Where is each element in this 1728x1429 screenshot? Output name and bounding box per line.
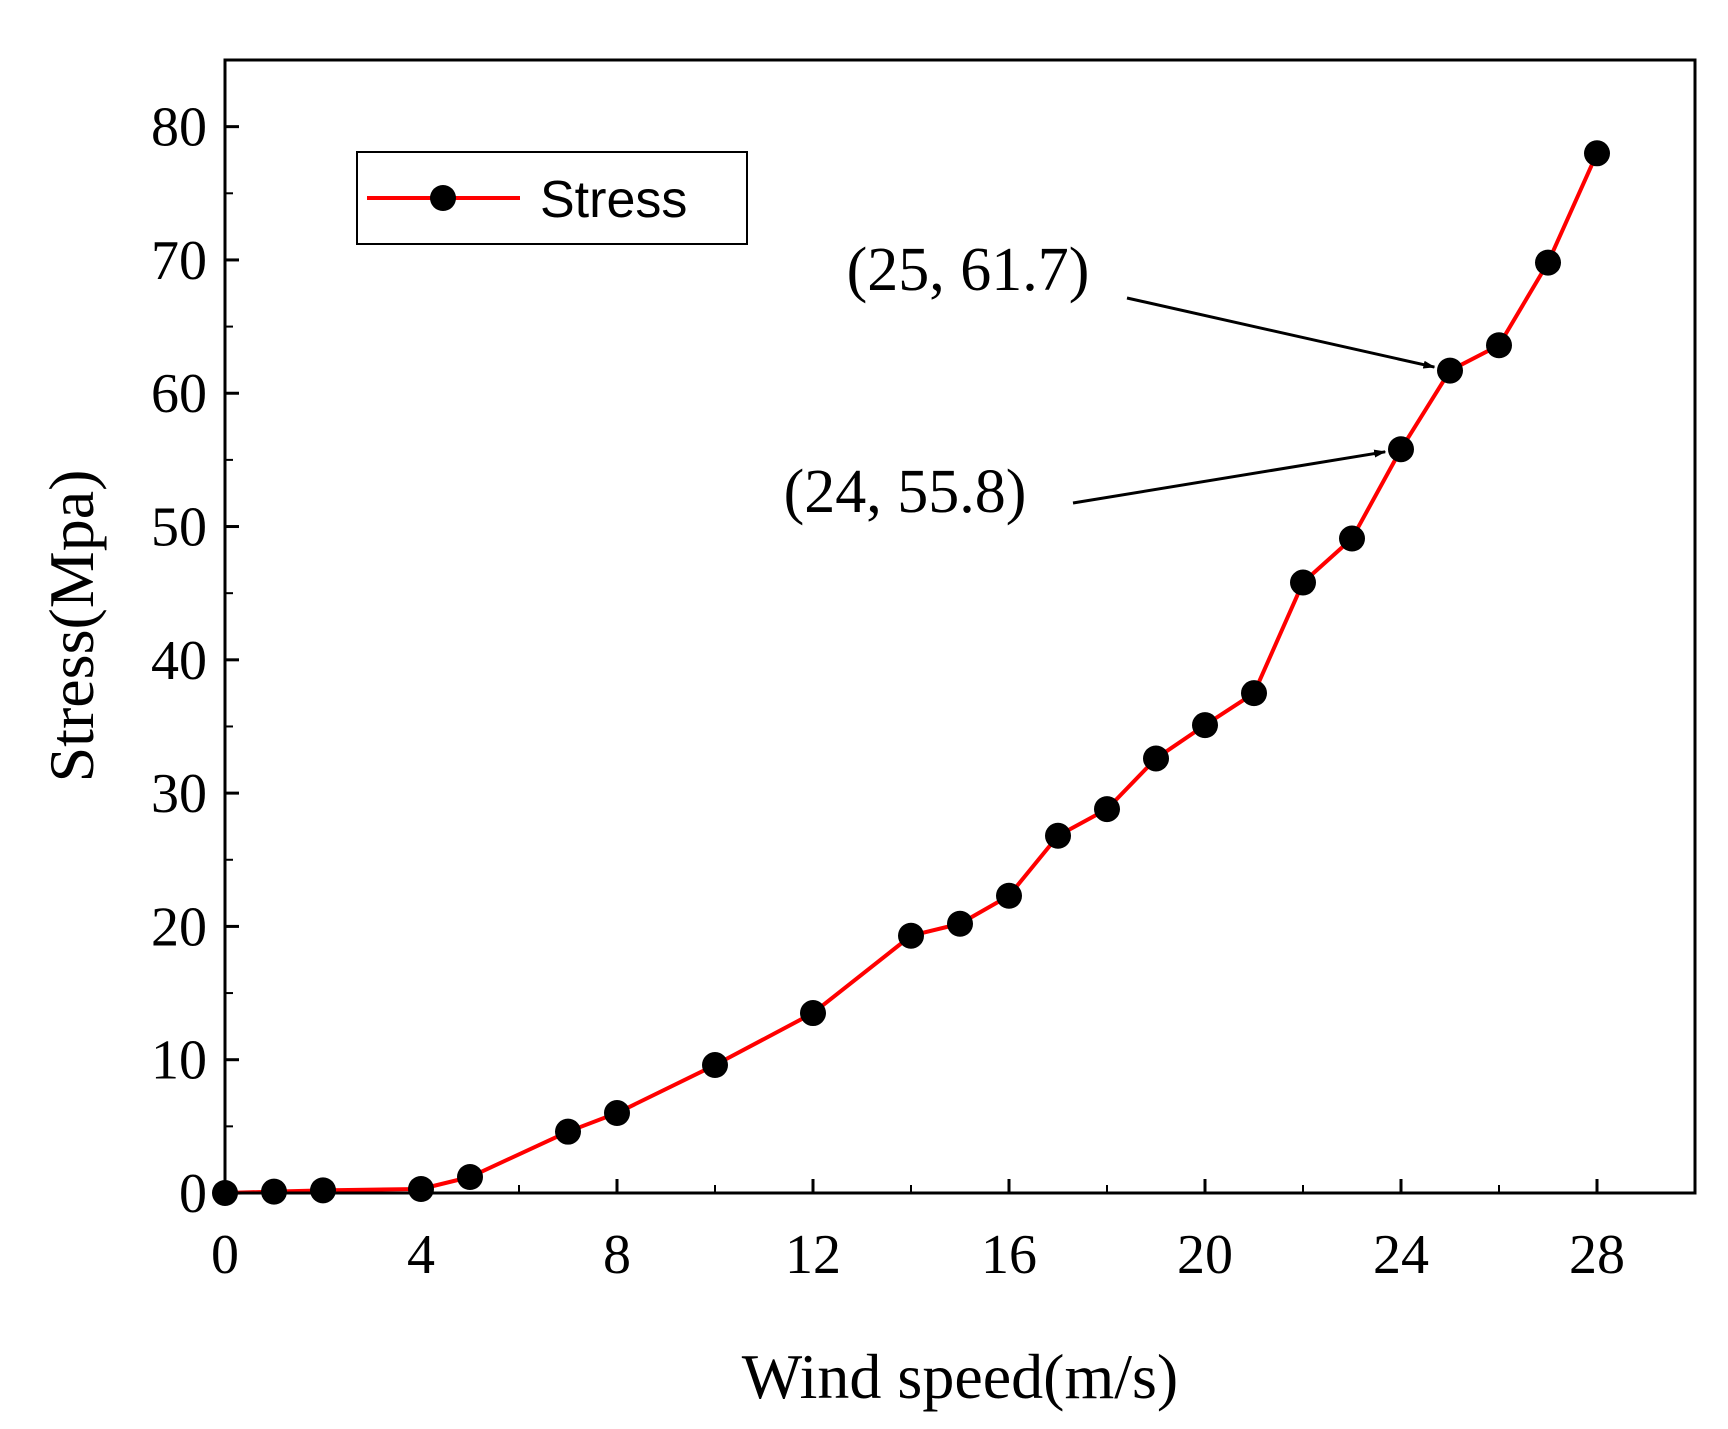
annotation-label-1: (24, 55.8) (784, 458, 1027, 526)
x-tick-label-24: 24 (1373, 1224, 1429, 1286)
series-line-stress (224, 152, 1599, 1195)
annotation-arrow-1 (1072, 449, 1387, 505)
data-point-25 (1437, 357, 1463, 384)
plot-frame (223, 58, 1697, 1195)
y-tick-label-80: 80 (151, 97, 207, 159)
data-point-18 (1094, 796, 1120, 823)
x-tick-label-0: 0 (211, 1224, 239, 1286)
x-axis-title: Wind speed(m/s) (742, 1341, 1178, 1412)
data-point-28 (1584, 140, 1610, 167)
data-point-19 (1143, 745, 1169, 772)
x-tick-label-12: 12 (785, 1224, 841, 1286)
y-tick-label-40: 40 (151, 630, 207, 692)
y-tick-label-30: 30 (151, 763, 207, 825)
y-tick-label-50: 50 (151, 497, 207, 559)
y-tick-label-60: 60 (151, 363, 207, 425)
x-tick-label-20: 20 (1177, 1224, 1233, 1286)
x-tick-label-16: 16 (981, 1224, 1037, 1286)
annotation-label-0: (25, 61.7) (847, 236, 1090, 304)
data-point-23 (1339, 525, 1365, 552)
annotation-arrow-0 (1126, 296, 1436, 369)
data-point-27 (1535, 249, 1561, 276)
y-tick-label-10: 10 (151, 1030, 207, 1092)
y-tick-label-20: 20 (151, 896, 207, 958)
data-point-26 (1486, 332, 1512, 359)
data-point-16 (996, 882, 1022, 909)
x-tick-label-8: 8 (603, 1224, 631, 1286)
data-point-10 (702, 1052, 728, 1079)
data-point-7 (555, 1118, 581, 1145)
data-point-24 (1388, 436, 1414, 463)
legend-marker (430, 185, 456, 211)
data-point-8 (604, 1100, 630, 1127)
data-point-14 (898, 922, 924, 949)
y-axis-title: Stress(Mpa) (36, 470, 107, 783)
data-point-12 (800, 1000, 826, 1027)
x-tick-label-4: 4 (407, 1224, 435, 1286)
data-point-20 (1192, 712, 1218, 739)
y-tick-label-0: 0 (179, 1163, 207, 1225)
data-point-15 (947, 910, 973, 937)
data-point-4 (408, 1176, 434, 1203)
data-point-17 (1045, 822, 1071, 849)
legend: Stress (356, 151, 748, 245)
data-point-21 (1241, 680, 1267, 707)
x-tick-label-28: 28 (1569, 1224, 1625, 1286)
data-point-22 (1290, 569, 1316, 596)
legend-label: Stress (540, 171, 687, 229)
data-point-5 (457, 1164, 483, 1191)
data-point-2 (310, 1177, 336, 1204)
y-tick-label-70: 70 (151, 230, 207, 292)
